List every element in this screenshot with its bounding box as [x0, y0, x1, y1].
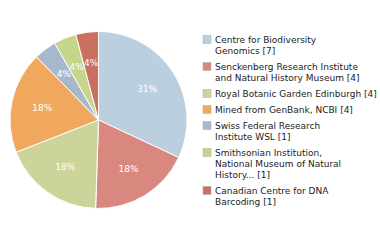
chart: 31%18%18%18%4%4%4%Centre for Biodiversit… [0, 0, 380, 240]
legend-label: Royal Botanic Garden Edinburgh [4] [215, 89, 377, 99]
legend-label: Senckenberg Research Instituteand Natura… [215, 62, 360, 83]
legend: Centre for BiodiversityGenomics [7] Senck… [203, 35, 377, 207]
data-label: 18% [119, 164, 139, 174]
pie-slice [96, 120, 179, 208]
legend-label: Mined from GenBank, NCBI [4] [215, 105, 353, 115]
legend-swatch [203, 63, 211, 71]
legend-swatch [203, 36, 211, 44]
legend-label: Canadian Centre for DNABarcoding [1] [215, 186, 329, 207]
legend-swatch [203, 187, 211, 195]
pie-slice [76, 32, 99, 121]
legend-label: Swiss Federal ResearchInstitute WSL [1] [215, 121, 320, 142]
legend-label: Smithsonian Institution,National Museum … [215, 148, 341, 180]
legend-swatch [203, 122, 211, 130]
data-label: 18% [32, 103, 52, 113]
pie [10, 32, 187, 209]
data-label: 4% [84, 58, 99, 68]
legend-swatch [203, 90, 211, 98]
data-labels: 31%18%18%18%4%4%4% [32, 58, 157, 174]
data-label: 18% [55, 162, 75, 172]
legend-swatch [203, 149, 211, 157]
data-label: 4% [70, 62, 85, 72]
legend-swatch [203, 106, 211, 114]
legend-label: Centre for BiodiversityGenomics [7] [215, 35, 317, 56]
data-label: 31% [137, 84, 157, 94]
